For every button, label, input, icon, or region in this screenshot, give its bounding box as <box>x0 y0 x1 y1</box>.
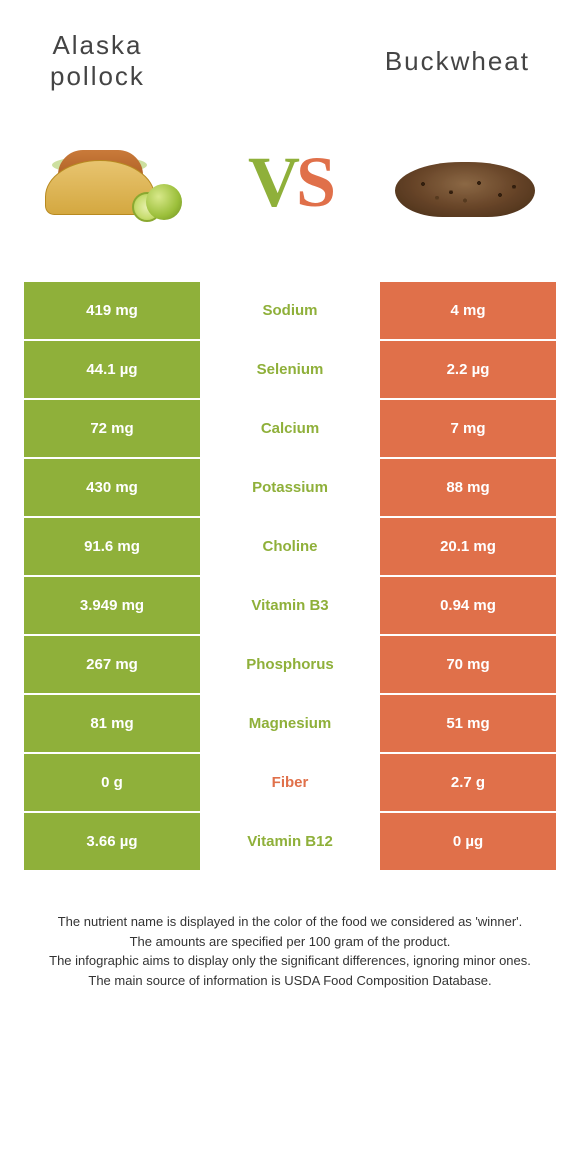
taco-icon <box>40 142 190 222</box>
footer-line4: The main source of information is USDA F… <box>40 971 540 991</box>
left-value-cell: 430 mg <box>24 459 200 516</box>
left-value-cell: 267 mg <box>24 636 200 693</box>
header: Alaska pollock Buckwheat <box>0 0 580 102</box>
right-value-cell: 20.1 mg <box>380 518 556 575</box>
table-row: 91.6 mgCholine20.1 mg <box>24 518 556 575</box>
footer-notes: The nutrient name is displayed in the co… <box>0 872 580 990</box>
footer-line3: The infographic aims to display only the… <box>40 951 540 971</box>
vs-row: VS <box>0 102 580 282</box>
left-value-cell: 3.949 mg <box>24 577 200 634</box>
right-value-cell: 0.94 mg <box>380 577 556 634</box>
vs-label: VS <box>248 141 332 224</box>
table-row: 3.949 mgVitamin B30.94 mg <box>24 577 556 634</box>
left-value-cell: 91.6 mg <box>24 518 200 575</box>
left-value-cell: 72 mg <box>24 400 200 457</box>
left-value-cell: 3.66 µg <box>24 813 200 870</box>
right-title: Buckwheat <box>385 46 530 76</box>
nutrient-name-cell: Choline <box>200 518 380 575</box>
vs-s: S <box>296 141 332 224</box>
left-value-cell: 44.1 µg <box>24 341 200 398</box>
right-value-cell: 2.7 g <box>380 754 556 811</box>
footer-line2: The amounts are specified per 100 gram o… <box>40 932 540 952</box>
left-title-line2: pollock <box>50 61 145 91</box>
table-row: 81 mgMagnesium51 mg <box>24 695 556 752</box>
left-food-image <box>30 122 200 242</box>
table-row: 72 mgCalcium7 mg <box>24 400 556 457</box>
nutrient-name-cell: Fiber <box>200 754 380 811</box>
right-value-cell: 70 mg <box>380 636 556 693</box>
left-value-cell: 81 mg <box>24 695 200 752</box>
table-row: 3.66 µgVitamin B120 µg <box>24 813 556 870</box>
nutrient-name-cell: Phosphorus <box>200 636 380 693</box>
nutrient-name-cell: Sodium <box>200 282 380 339</box>
right-value-cell: 2.2 µg <box>380 341 556 398</box>
footer-line1: The nutrient name is displayed in the co… <box>40 912 540 932</box>
left-title-line1: Alaska <box>52 30 142 60</box>
table-row: 267 mgPhosphorus70 mg <box>24 636 556 693</box>
right-value-cell: 4 mg <box>380 282 556 339</box>
left-value-cell: 419 mg <box>24 282 200 339</box>
right-food-image <box>380 122 550 242</box>
table-row: 0 gFiber2.7 g <box>24 754 556 811</box>
buckwheat-icon <box>385 137 545 227</box>
right-value-cell: 88 mg <box>380 459 556 516</box>
table-row: 44.1 µgSelenium2.2 µg <box>24 341 556 398</box>
nutrient-table: 419 mgSodium4 mg44.1 µgSelenium2.2 µg72 … <box>24 282 556 870</box>
table-row: 419 mgSodium4 mg <box>24 282 556 339</box>
vs-v: V <box>248 141 296 224</box>
right-value-cell: 51 mg <box>380 695 556 752</box>
left-food-title: Alaska pollock <box>50 30 145 92</box>
nutrient-name-cell: Calcium <box>200 400 380 457</box>
right-value-cell: 0 µg <box>380 813 556 870</box>
nutrient-name-cell: Vitamin B12 <box>200 813 380 870</box>
right-value-cell: 7 mg <box>380 400 556 457</box>
nutrient-name-cell: Vitamin B3 <box>200 577 380 634</box>
nutrient-name-cell: Potassium <box>200 459 380 516</box>
left-value-cell: 0 g <box>24 754 200 811</box>
nutrient-name-cell: Magnesium <box>200 695 380 752</box>
table-row: 430 mgPotassium88 mg <box>24 459 556 516</box>
right-food-title: Buckwheat <box>385 46 530 77</box>
nutrient-name-cell: Selenium <box>200 341 380 398</box>
